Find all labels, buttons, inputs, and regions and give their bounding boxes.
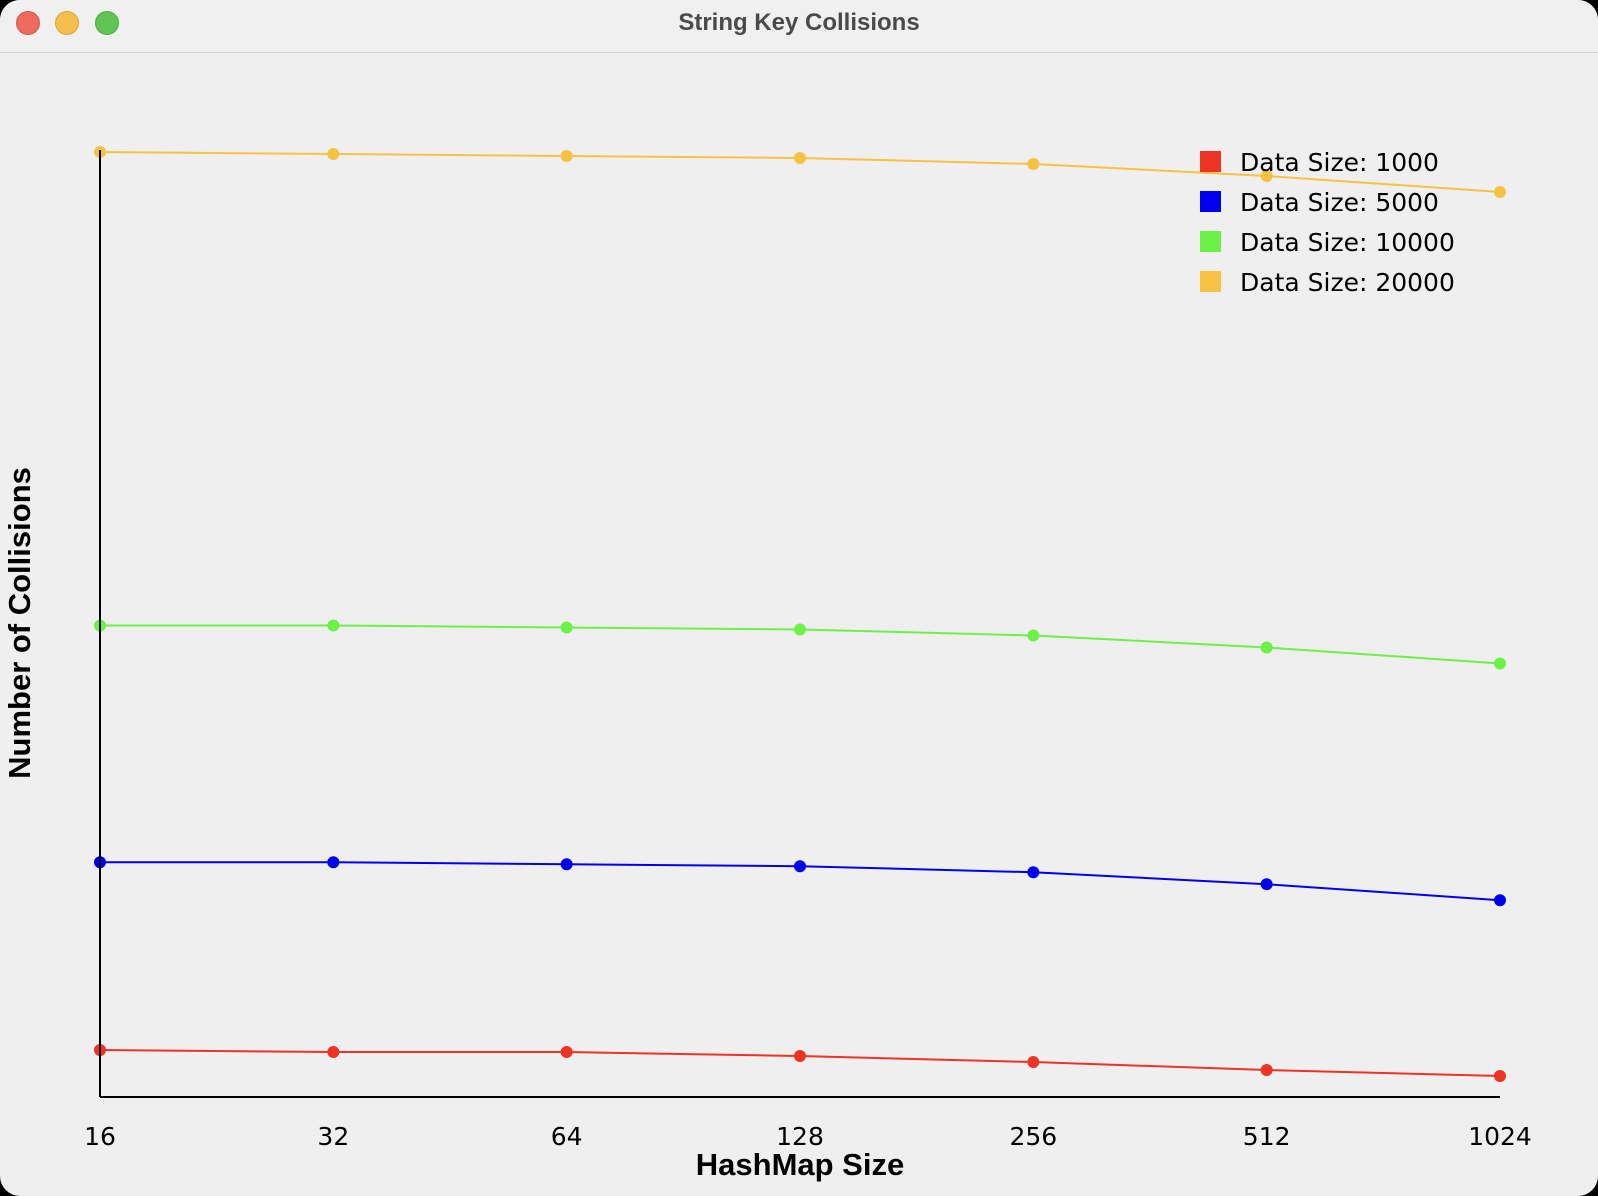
zoom-window-button[interactable] bbox=[95, 11, 119, 35]
minimize-window-button[interactable] bbox=[55, 11, 79, 35]
data-point bbox=[1494, 657, 1506, 670]
series-layer bbox=[94, 145, 1506, 1083]
data-point bbox=[1494, 894, 1506, 907]
legend-label: Data Size: 5000 bbox=[1240, 188, 1439, 217]
x-tick-label: 512 bbox=[1243, 1122, 1291, 1151]
data-point bbox=[1260, 878, 1273, 891]
x-tick-label: 16 bbox=[84, 1122, 116, 1151]
series-1 bbox=[94, 856, 1506, 907]
data-point bbox=[794, 623, 806, 636]
data-point bbox=[327, 619, 340, 632]
data-point bbox=[1260, 169, 1273, 182]
data-point bbox=[794, 1050, 806, 1063]
data-point bbox=[1027, 629, 1040, 642]
legend-label: Data Size: 20000 bbox=[1240, 268, 1455, 297]
legend-swatch bbox=[1200, 271, 1221, 292]
data-point bbox=[794, 860, 806, 873]
x-tick-label: 32 bbox=[317, 1122, 349, 1151]
series-2 bbox=[94, 619, 1506, 670]
data-point bbox=[560, 149, 573, 162]
legend: Data Size: 1000 Data Size: 5000 Data Size:… bbox=[1200, 148, 1455, 297]
legend-swatch bbox=[1200, 151, 1221, 172]
x-tick-label: 64 bbox=[551, 1122, 583, 1151]
data-point bbox=[1494, 1070, 1506, 1083]
data-point bbox=[1027, 866, 1040, 879]
legend-swatch bbox=[1200, 191, 1221, 212]
data-point bbox=[1027, 157, 1040, 170]
window-title: String Key Collisions bbox=[678, 9, 920, 36]
y-axis-title: Number of Collisions bbox=[2, 467, 37, 779]
legend-label: Data Size: 10000 bbox=[1240, 228, 1455, 257]
legend-swatch bbox=[1200, 231, 1221, 252]
series-0 bbox=[94, 1044, 1506, 1083]
x-tick-label: 256 bbox=[1009, 1122, 1057, 1151]
data-point bbox=[327, 856, 340, 869]
data-point bbox=[560, 858, 573, 871]
close-window-button[interactable] bbox=[16, 11, 40, 35]
series-3 bbox=[94, 145, 1506, 198]
x-tick-labels: 16 32 64 128 256 512 1024 bbox=[84, 1122, 1532, 1151]
x-tick-label: 128 bbox=[776, 1122, 824, 1151]
data-point bbox=[327, 1046, 340, 1059]
data-point bbox=[1494, 185, 1506, 198]
data-point bbox=[327, 147, 340, 160]
title-bar: String Key Collisions bbox=[0, 0, 1598, 53]
legend-label: Data Size: 1000 bbox=[1240, 148, 1439, 177]
data-point bbox=[560, 1046, 573, 1059]
data-point bbox=[560, 621, 573, 634]
x-axis-title: HashMap Size bbox=[696, 1147, 904, 1182]
data-point bbox=[1260, 1064, 1273, 1077]
data-point bbox=[1027, 1056, 1040, 1069]
data-point bbox=[794, 151, 806, 164]
x-tick-label: 1024 bbox=[1468, 1122, 1532, 1151]
data-point bbox=[1260, 641, 1273, 654]
